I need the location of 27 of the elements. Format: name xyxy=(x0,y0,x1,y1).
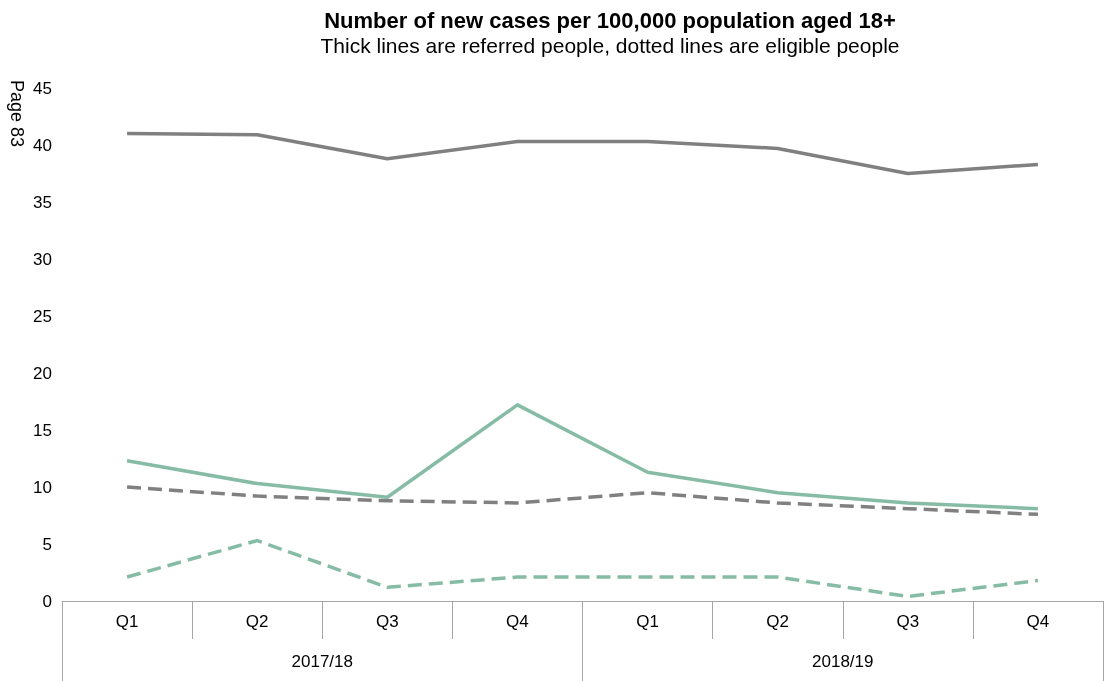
chart-subtitle: Thick lines are referred people, dotted lines are eligible people xyxy=(320,34,900,57)
y-tick-label: 10 xyxy=(33,477,52,497)
text: Page 83 xyxy=(7,80,27,148)
y-tick-label: 0 xyxy=(42,591,52,611)
text: 2018/19 xyxy=(812,652,874,671)
x-tick-label: Q4 xyxy=(1026,612,1050,631)
x-tick-label: Q2 xyxy=(766,612,790,631)
text: 2017/18 xyxy=(291,652,353,671)
line-series xyxy=(125,403,1040,511)
y-tick-label: 45 xyxy=(33,78,52,98)
y-tick-label: 35 xyxy=(33,192,52,212)
line-series xyxy=(125,485,1040,517)
x-tick-label: Q1 xyxy=(115,612,139,631)
y-tick-label: 15 xyxy=(33,420,52,440)
y-tick-label: 30 xyxy=(33,249,52,269)
x-tick-label: Q2 xyxy=(245,612,269,631)
line-series xyxy=(125,538,1040,599)
x-tick-label: Q4 xyxy=(506,612,529,631)
y-tick-label: 5 xyxy=(42,534,52,554)
chart-title: Number of new cases per 100,000 population aged 18+ xyxy=(324,7,896,33)
y-tick-label: 40 xyxy=(33,135,52,155)
y-tick-label: 20 xyxy=(33,363,52,383)
x-tick-label: Q1 xyxy=(636,612,659,631)
y-tick-label: 25 xyxy=(33,306,52,326)
x-tick-label: Q3 xyxy=(375,612,399,631)
x-tick-label: Q3 xyxy=(896,612,920,631)
line-series xyxy=(125,131,1040,176)
